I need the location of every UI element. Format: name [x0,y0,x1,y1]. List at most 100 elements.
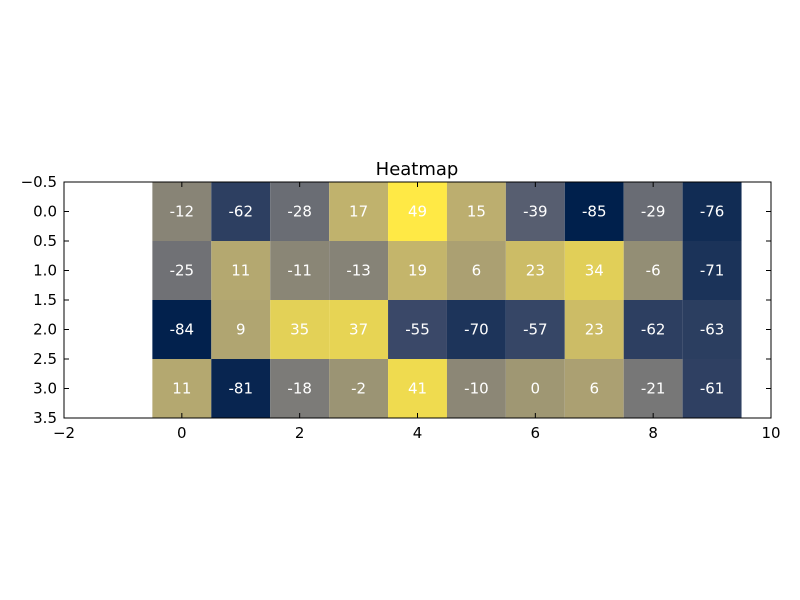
heatmap-cell [623,300,683,359]
y-tick-label: 1.0 [33,262,57,280]
heatmap-cell [270,359,330,418]
heatmap-cell [152,300,212,359]
cell-value-label: 9 [236,321,246,339]
x-tick-label: −2 [53,424,75,442]
cell-value-label: -39 [523,203,548,221]
cell-value-label: 0 [531,380,541,398]
y-tick-label: 0.0 [33,203,57,221]
y-tick-label: 0.5 [33,232,57,250]
cell-value-label: -25 [170,262,195,280]
y-tick-label: −0.5 [21,173,57,191]
heatmap-cell [211,300,271,359]
cell-value-label: 11 [172,380,191,398]
y-tick-label: 3.0 [33,380,57,398]
heatmap-cell [211,359,271,418]
cell-value-label: -28 [287,203,312,221]
heatmap-cell [623,241,683,300]
cell-value-label: -55 [405,321,430,339]
x-tick-label: 0 [177,424,187,442]
heatmap-cell [329,300,389,359]
y-tick-label: 2.0 [33,321,57,339]
x-tick-label: 10 [761,424,780,442]
heatmap-cell [446,241,506,300]
heatmap-cell [564,300,624,359]
x-tick-label: 4 [413,424,423,442]
heatmap-cell [682,241,742,300]
cell-value-label: -85 [582,203,607,221]
heatmap-cell [505,182,565,241]
heatmap-cell [388,182,447,241]
cell-value-label: 41 [408,380,427,398]
cell-value-label: 23 [526,262,545,280]
cell-value-label: 11 [231,262,250,280]
cell-value-label: -63 [700,321,725,339]
x-axis: −2 0 2 4 6 8 10 [53,182,781,442]
cell-value-label: 6 [472,262,482,280]
y-axis: −0.5 0.0 0.5 1.0 1.5 2.0 2.5 3.0 3.5 [21,173,771,427]
heatmap-cell [211,182,271,241]
cell-value-label: 37 [349,321,368,339]
cell-value-label: -2 [351,380,366,398]
cell-value-label: -6 [646,262,661,280]
heatmap-cell [388,300,447,359]
heatmap-cell [270,241,330,300]
heatmap-cell [446,182,506,241]
heatmap-cell [329,241,389,300]
heatmap-cell [682,300,742,359]
heatmap-cell [505,241,565,300]
cell-value-label: -76 [700,203,725,221]
heatmap-cell [329,182,389,241]
heatmap-cell [682,182,742,241]
cell-value-label: -13 [346,262,371,280]
heatmap-cell [270,182,330,241]
cell-value-label: 49 [408,203,427,221]
heatmap-cell [388,359,447,418]
cell-value-label: -61 [700,380,725,398]
cell-value-label: 35 [290,321,309,339]
cell-value-label: -29 [641,203,666,221]
x-tick-label: 2 [295,424,305,442]
heatmap-cell [623,182,683,241]
heatmap-cell [152,359,212,418]
x-tick-label: 8 [648,424,658,442]
heatmap-cell [446,300,506,359]
y-tick-label: 1.5 [33,291,57,309]
heatmap-cells [152,182,742,418]
heatmap-cell [505,359,565,418]
cell-value-label: -21 [641,380,666,398]
cell-value-label: -57 [523,321,548,339]
cell-value-label: 23 [585,321,604,339]
cell-value-label: 17 [349,203,368,221]
x-tick-label: 6 [531,424,541,442]
cell-value-label: -62 [229,203,254,221]
cell-value-label: -81 [229,380,254,398]
heatmap-cell [270,300,330,359]
cell-value-label: -10 [464,380,489,398]
heatmap-cell [329,359,389,418]
heatmap-cell [682,359,742,418]
cell-value-label: 15 [467,203,486,221]
y-tick-label: 3.5 [33,409,57,427]
y-tick-label: 2.5 [33,350,57,368]
cell-value-label: -62 [641,321,666,339]
heatmap-cell [505,300,565,359]
cell-value-label: -71 [700,262,725,280]
cell-value-label: 6 [589,380,599,398]
cell-value-label: -70 [464,321,489,339]
cell-value-label: -18 [287,380,312,398]
cell-value-label: -11 [287,262,312,280]
cell-value-label: -12 [170,203,195,221]
heatmap-cell-labels: -12 -62 -28 17 49 15 -39 -85 -29 -76-25 11 -11 -13 19… [170,203,725,398]
heatmap-cell [623,359,683,418]
heatmap-cell [152,241,212,300]
heatmap-cell [152,182,212,241]
heatmap-cell [211,241,271,300]
heatmap-cell [564,359,624,418]
cell-value-label: 34 [585,262,604,280]
heatmap-cell [564,241,624,300]
cell-value-label: -84 [170,321,195,339]
cell-value-label: 19 [408,262,427,280]
chart-title: Heatmap [376,159,459,180]
heatmap-cell [564,182,624,241]
